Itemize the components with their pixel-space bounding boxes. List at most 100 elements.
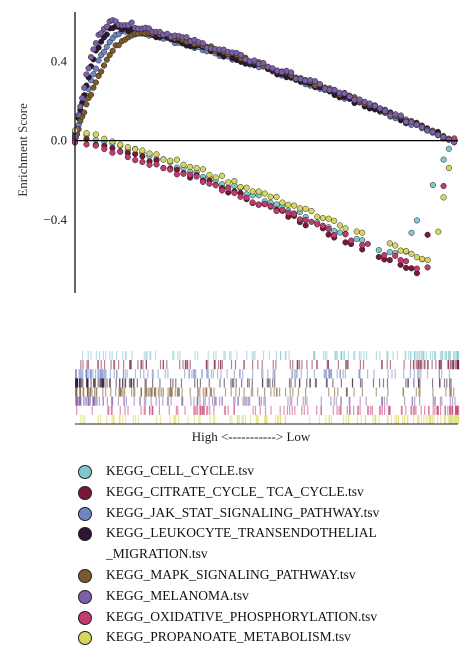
data-point: [408, 265, 415, 272]
hit-mark: [267, 378, 270, 388]
hit-mark: [150, 396, 152, 406]
hit-mark: [418, 351, 420, 361]
hit-mark: [379, 378, 381, 388]
hit-mark: [149, 387, 151, 397]
hit-mark: [394, 414, 396, 424]
hit-mark: [243, 387, 245, 397]
hit-mark: [215, 396, 217, 406]
hit-mark: [370, 405, 372, 415]
legend-swatch-icon: [78, 527, 92, 542]
data-point: [173, 171, 180, 178]
data-point: [124, 154, 131, 161]
hit-mark: [358, 369, 360, 379]
data-point: [72, 133, 79, 140]
data-point: [100, 62, 108, 69]
hit-mark: [75, 369, 77, 379]
hit-mark: [424, 405, 426, 415]
hit-mark: [208, 378, 210, 388]
hit-mark: [289, 387, 291, 397]
legend-item: KEGG_OXIDATIVE_PHOSPHORYLATION.tsv: [78, 607, 468, 628]
hit-mark: [314, 378, 316, 388]
data-point: [117, 141, 124, 148]
data-point: [424, 264, 431, 271]
hit-mark: [455, 351, 457, 361]
hit-mark: [449, 414, 452, 424]
data-point: [440, 134, 447, 141]
hit-mark: [209, 405, 211, 415]
hit-mark: [191, 369, 193, 379]
hit-mark: [424, 360, 426, 370]
hit-mark: [324, 351, 326, 361]
data-point: [342, 231, 349, 238]
hit-mark: [295, 369, 297, 379]
hit-mark: [452, 414, 454, 424]
hit-mark: [162, 387, 164, 397]
hit-mark: [413, 378, 415, 388]
data-point: [237, 193, 244, 200]
hit-mark: [194, 369, 196, 379]
data-point: [132, 146, 139, 153]
hit-mark: [441, 351, 443, 361]
hit-mark: [434, 351, 436, 361]
hit-mark: [95, 396, 97, 406]
data-point: [307, 77, 314, 84]
hit-mark: [118, 414, 120, 424]
hit-mark: [298, 360, 301, 370]
hit-mark: [221, 396, 223, 406]
hit-mark: [150, 387, 152, 397]
hit-mark: [420, 369, 422, 379]
data-point: [402, 118, 410, 125]
data-point: [413, 217, 420, 224]
hit-mark: [435, 351, 437, 361]
hit-mark: [454, 405, 456, 415]
hit-mark: [199, 378, 201, 388]
hit-mark: [254, 351, 256, 361]
hit-mark: [145, 378, 147, 388]
hit-mark: [75, 396, 77, 406]
hit-mark: [187, 360, 189, 370]
data-point: [193, 164, 200, 172]
hit-mark: [223, 378, 225, 388]
hit-mark: [115, 387, 117, 397]
hit-mark: [326, 378, 328, 388]
hit-mark: [206, 369, 208, 379]
hit-mark: [372, 414, 374, 424]
data-point: [255, 188, 262, 195]
hit-mark: [445, 387, 447, 397]
data-point: [445, 136, 452, 143]
hit-mark: [275, 351, 277, 361]
hit-mark: [291, 369, 293, 379]
hit-mark: [116, 369, 118, 379]
hit-mark: [453, 351, 455, 361]
hit-mark: [418, 387, 420, 397]
hit-mark: [405, 405, 407, 415]
hit-mark: [97, 378, 99, 388]
hit-mark: [246, 396, 248, 406]
hit-mark: [99, 369, 101, 379]
hit-mark: [114, 360, 116, 370]
data-point: [83, 101, 90, 108]
data-point: [291, 211, 298, 218]
hit-mark: [197, 387, 199, 397]
data-point: [364, 240, 371, 247]
hit-mark: [365, 414, 367, 424]
data-point: [225, 179, 232, 186]
hit-mark: [361, 378, 363, 388]
hit-mark: [218, 360, 220, 370]
hit-mark: [413, 369, 415, 379]
hit-mark: [425, 414, 427, 424]
hit-mark: [457, 414, 459, 424]
hit-mark: [356, 414, 358, 424]
hit-mark: [122, 378, 124, 388]
hit-mark: [262, 351, 265, 361]
hit-mark: [386, 351, 388, 361]
legend-label: KEGG_PROPANOATE_METABOLISM.tsv: [106, 629, 351, 645]
hit-mark: [340, 396, 342, 406]
hit-mark: [359, 360, 361, 370]
hit-mark: [181, 387, 183, 397]
hit-mark: [423, 351, 425, 361]
rank-direction-label: High <-----------> Low: [192, 429, 311, 444]
hit-mark: [102, 369, 104, 379]
data-point: [403, 248, 410, 255]
hit-mark: [444, 414, 446, 424]
